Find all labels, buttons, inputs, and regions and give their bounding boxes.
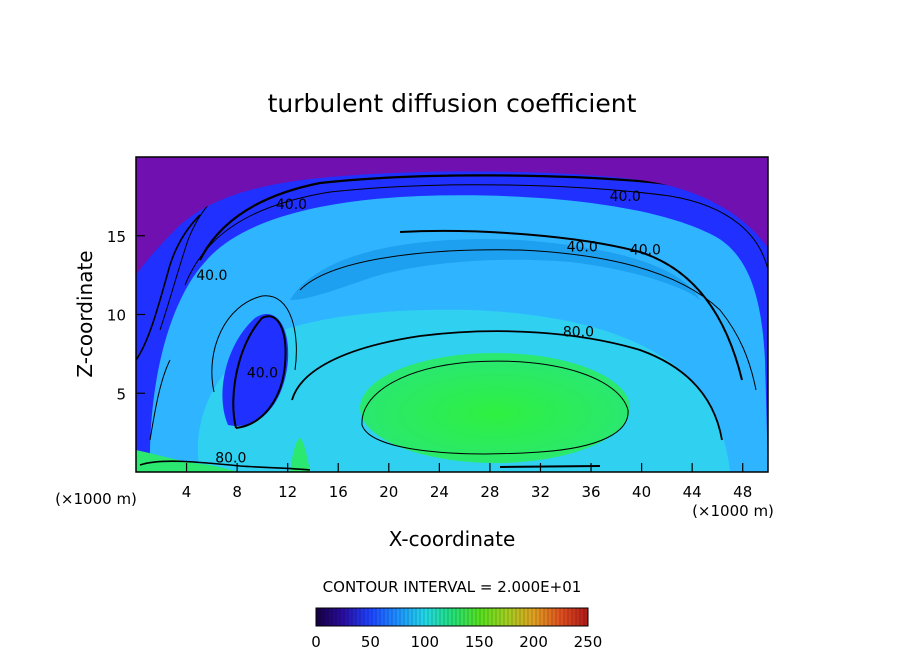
contour-label: 40.0 <box>630 243 661 259</box>
colorbar: 0 50 100 150 200 250 <box>311 607 602 651</box>
top-purple-layer <box>136 157 768 275</box>
bottom-left-green <box>136 450 240 472</box>
x-axis-label: X-coordinate <box>389 527 516 551</box>
x-unit-label: (×1000 m) <box>692 502 774 520</box>
y-tick-label: 15 <box>107 228 126 246</box>
contour-line <box>361 360 629 455</box>
colorbar-stripes <box>319 608 585 626</box>
contour-line <box>149 359 171 441</box>
contour-line <box>291 330 723 441</box>
contour-line <box>184 184 768 286</box>
y-tick-label: 5 <box>116 385 126 403</box>
y-axis-label: Z-coordinate <box>73 250 97 377</box>
contour-label: 40.0 <box>567 240 598 256</box>
contour-interval-label: CONTOUR INTERVAL = 2.000E+01 <box>323 578 582 596</box>
x-axis: 4 8 12 16 20 24 28 32 36 40 44 48 <box>182 463 752 501</box>
mid-blue-band <box>290 239 700 300</box>
contour-line <box>399 229 743 381</box>
contour-line <box>299 249 757 391</box>
x-tick-label: 32 <box>531 483 550 501</box>
x-tick-label: 4 <box>182 483 192 501</box>
contour-label: 80.0 <box>563 325 594 341</box>
contour-label: 40.0 <box>610 189 641 205</box>
colorbar-tick-label: 0 <box>311 633 321 651</box>
y-axis: 5 10 15 <box>107 228 145 403</box>
x-tick-label: 12 <box>278 483 297 501</box>
x-tick-label: 40 <box>632 483 651 501</box>
bottom-green-spike <box>290 438 310 472</box>
colorbar-tick-label: 250 <box>574 633 603 651</box>
x-tick-label: 48 <box>733 483 752 501</box>
contour-line <box>232 315 287 429</box>
x-tick-label: 20 <box>379 483 398 501</box>
contour-lines <box>136 174 768 471</box>
x-tick-label: 28 <box>480 483 499 501</box>
z-unit-label: (×1000 m) <box>55 490 137 508</box>
colorbar-ticks: 0 50 100 150 200 250 <box>311 633 602 651</box>
contour-label: 40.0 <box>196 268 227 284</box>
contour-label: 80.0 <box>215 451 246 467</box>
y-tick-label: 10 <box>107 307 126 325</box>
chart-title: turbulent diffusion coefficient <box>268 89 637 118</box>
x-tick-label: 44 <box>683 483 702 501</box>
contour-line <box>499 465 601 468</box>
contour-label: 40.0 <box>247 366 278 382</box>
x-tick-label: 36 <box>581 483 600 501</box>
x-tick-label: 24 <box>430 483 449 501</box>
contour-field: 40.0 40.0 40.0 40.0 80.0 40.0 40.0 80.0 <box>136 157 768 472</box>
contour-line <box>139 460 311 471</box>
colorbar-gradient <box>315 607 589 627</box>
colorbar-tick-label: 200 <box>519 633 548 651</box>
colorbar-tick-label: 100 <box>410 633 439 651</box>
colorbar-tick-label: 150 <box>465 633 494 651</box>
x-tick-label: 8 <box>232 483 242 501</box>
contour-labels: 40.0 40.0 40.0 40.0 80.0 40.0 40.0 80.0 <box>196 189 661 466</box>
left-eddy-blue <box>222 314 289 426</box>
contour-label: 40.0 <box>276 197 307 213</box>
core-green-region <box>360 353 630 463</box>
x-tick-label: 16 <box>329 483 348 501</box>
contour-line <box>211 295 297 393</box>
colorbar-tick-label: 50 <box>361 633 380 651</box>
contour-line <box>136 214 201 361</box>
